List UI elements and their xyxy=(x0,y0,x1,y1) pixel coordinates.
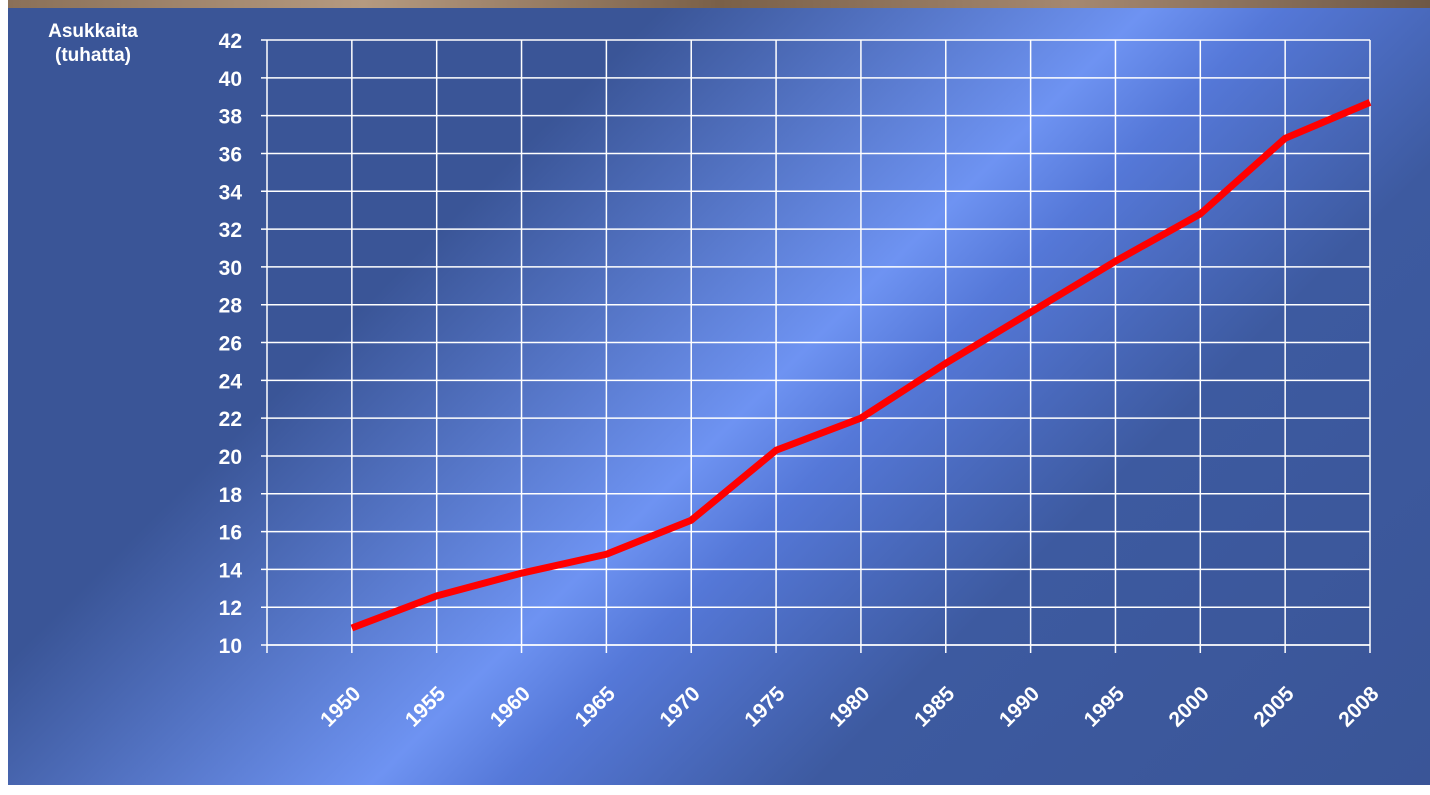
x-tick-label: 1970 xyxy=(655,682,704,731)
x-tick-label: 1975 xyxy=(740,682,790,732)
page: Asukkaita (tuhatta) 10121416182022242628… xyxy=(0,0,1430,795)
y-tick-label: 30 xyxy=(219,257,242,280)
x-tick-label: 1965 xyxy=(571,682,621,732)
x-tick-label: 1955 xyxy=(401,682,451,732)
y-tick-label: 18 xyxy=(219,484,243,507)
y-tick-label: 40 xyxy=(219,68,242,91)
y-tick-label: 26 xyxy=(219,333,242,356)
x-tick-label: 1960 xyxy=(486,682,535,731)
y-tick-label: 34 xyxy=(219,181,243,204)
x-tick-label: 1950 xyxy=(316,682,365,731)
y-tick-label: 20 xyxy=(219,446,242,469)
y-tick-label: 36 xyxy=(219,143,242,166)
x-tick-label: 1980 xyxy=(825,682,874,731)
y-tick-label: 28 xyxy=(219,295,243,318)
x-tick-label: 2008 xyxy=(1334,682,1384,732)
y-tick-label: 24 xyxy=(219,370,243,393)
y-tick-label: 32 xyxy=(219,219,242,242)
y-tick-label: 16 xyxy=(219,522,242,545)
x-tick-label: 2005 xyxy=(1249,682,1299,732)
x-tick-label: 1995 xyxy=(1080,682,1130,732)
y-tick-label: 10 xyxy=(219,635,242,658)
y-tick-label: 14 xyxy=(219,559,243,582)
y-tick-label: 42 xyxy=(219,30,242,53)
y-tick-label: 12 xyxy=(219,597,242,620)
x-tick-label: 1990 xyxy=(995,682,1044,731)
y-tick-label: 38 xyxy=(219,106,243,129)
y-tick-label: 22 xyxy=(219,408,242,431)
chart: 10 12 14 16 18 20 22 24 26 28 30 32 34 36 38 40 42 1950 19… xyxy=(0,0,1430,795)
x-tick-label: 2000 xyxy=(1165,682,1214,731)
x-tick-label: 1985 xyxy=(910,682,960,732)
